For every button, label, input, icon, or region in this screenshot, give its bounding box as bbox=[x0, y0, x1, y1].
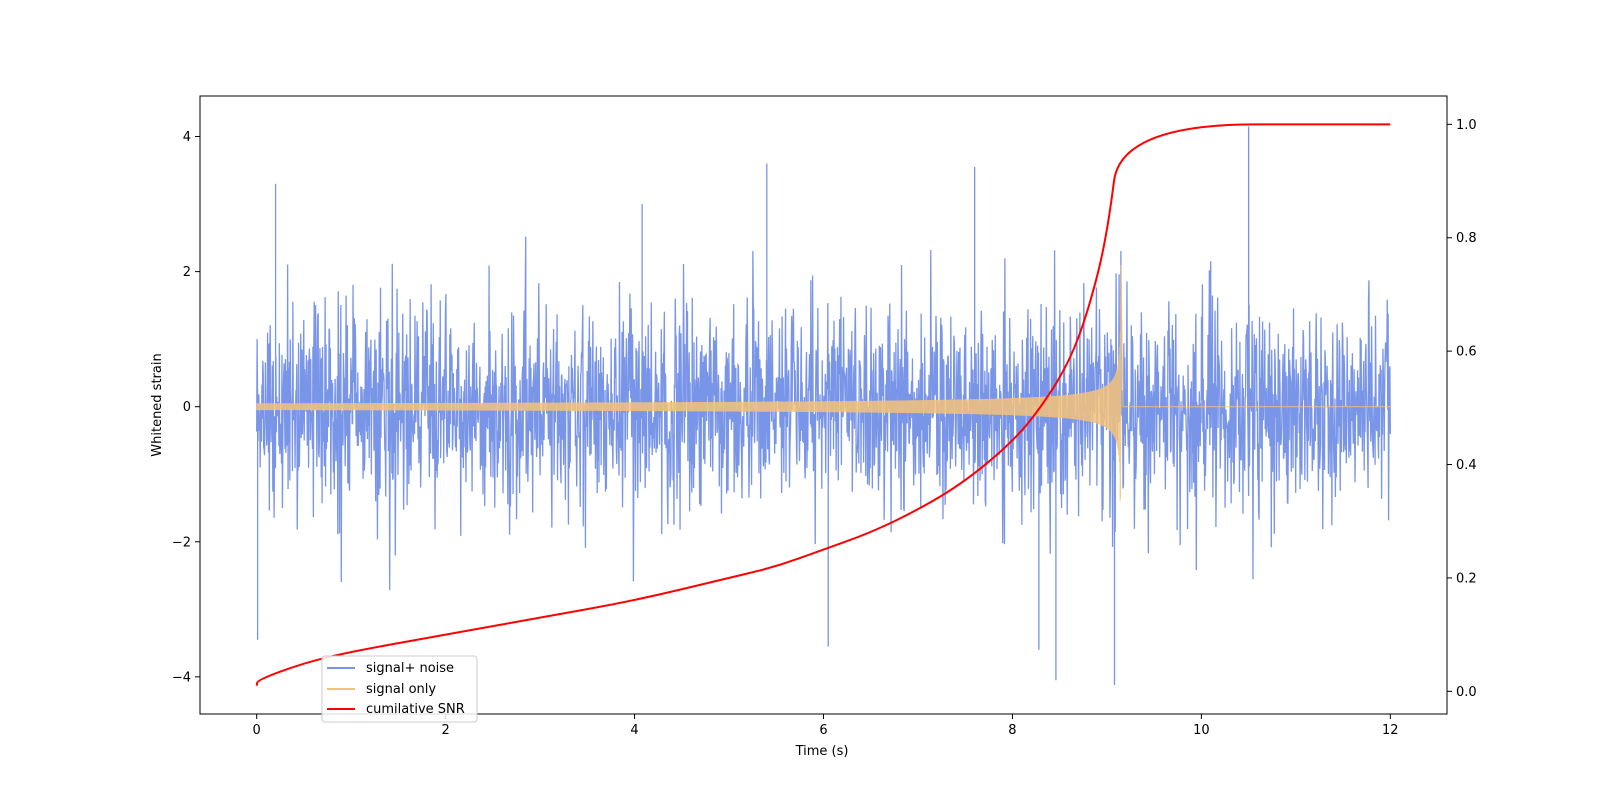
x-tick-label: 8 bbox=[1008, 723, 1016, 738]
legend: signal+ noise signal only cumilative SNR bbox=[321, 655, 478, 723]
y-axis-left: −4 −2 0 2 4 bbox=[172, 130, 200, 685]
y-right-tick-label: 1.0 bbox=[1456, 118, 1477, 133]
y-left-tick-label: 2 bbox=[183, 265, 191, 280]
y-right-tick-label: 0.6 bbox=[1456, 345, 1477, 360]
x-tick-label: 6 bbox=[819, 723, 827, 738]
x-tick-label: 2 bbox=[441, 723, 449, 738]
series-layer bbox=[255, 123, 1391, 686]
y-axis-left-label: Whitened strain bbox=[150, 353, 165, 456]
x-tick-label: 0 bbox=[253, 723, 261, 738]
legend-label-cumulative-snr: cumilative SNR bbox=[366, 702, 465, 717]
legend-label-signal-noise: signal+ noise bbox=[366, 661, 454, 676]
y-right-tick-label: 0.0 bbox=[1456, 685, 1477, 700]
y-right-tick-label: 0.2 bbox=[1456, 571, 1477, 586]
y-left-tick-label: 4 bbox=[183, 130, 191, 145]
y-right-tick-label: 0.4 bbox=[1456, 458, 1477, 473]
y-axis-right: 0.0 0.2 0.4 0.6 0.8 1.0 bbox=[1447, 118, 1477, 700]
series-cumulative-snr-line bbox=[255, 123, 1391, 686]
x-tick-label: 10 bbox=[1193, 723, 1210, 738]
y-left-tick-label: −4 bbox=[172, 670, 191, 685]
x-tick-label: 12 bbox=[1382, 723, 1399, 738]
y-left-tick-label: 0 bbox=[183, 400, 191, 415]
y-left-tick-label: −2 bbox=[172, 535, 191, 550]
x-tick-label: 4 bbox=[630, 723, 638, 738]
series-signal-only-line bbox=[256, 264, 1391, 502]
legend-box bbox=[321, 655, 478, 723]
legend-label-signal-only: signal only bbox=[366, 682, 436, 697]
y-right-tick-label: 0.8 bbox=[1456, 231, 1477, 246]
x-axis: 0 2 4 6 8 10 12 bbox=[253, 714, 1399, 738]
x-axis-label: Time (s) bbox=[795, 744, 849, 759]
